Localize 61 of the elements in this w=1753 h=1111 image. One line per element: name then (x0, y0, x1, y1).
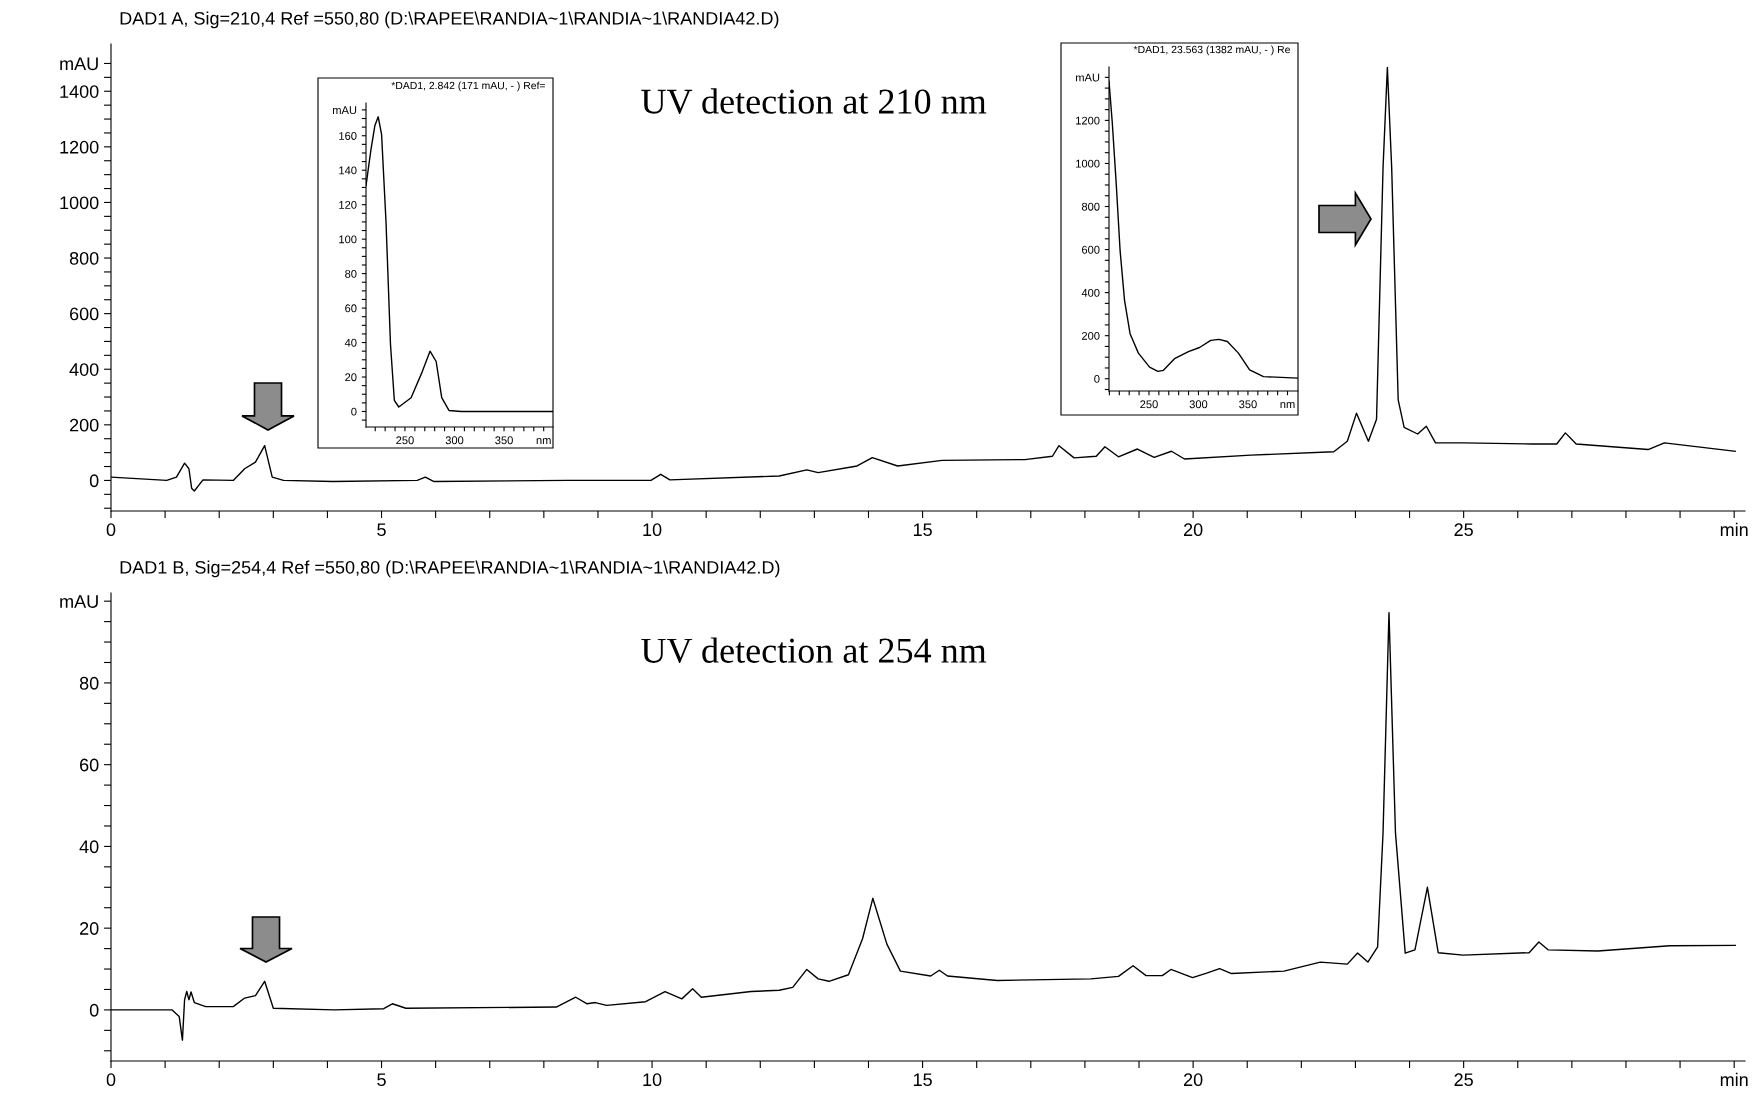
y-tick-label: 80 (79, 676, 99, 690)
y-tick-label: 1000 (1076, 159, 1100, 168)
y-tick-label: 200 (69, 418, 99, 432)
y-tick-label: 40 (344, 338, 357, 347)
y-tick-label: 0 (351, 407, 357, 416)
y-tick-label: 800 (69, 251, 99, 265)
y-tick-label: 60 (80, 758, 99, 772)
x-tick-label: 350 (495, 436, 513, 445)
annotation: UV detection at 254 nm (641, 637, 987, 664)
x-tick-label: 350 (1239, 400, 1257, 409)
x-tick-label: 5 (377, 523, 386, 537)
y-tick-label: 100 (339, 235, 357, 244)
y-tick-label: mAU (60, 57, 98, 71)
chart-title: *DAD1, 2.842 (171 mAU, - ) Ref= (391, 81, 546, 92)
y-tick-label: 400 (69, 363, 99, 376)
y-tick-label: 800 (1081, 202, 1100, 211)
x-tick-label: min (1720, 1072, 1748, 1086)
x-tick-label: 25 (1454, 1073, 1473, 1087)
x-tick-label: 15 (913, 523, 932, 537)
x-tick-label: 20 (1183, 1073, 1203, 1087)
y-tick-label: 400 (1081, 288, 1100, 297)
chart-title: DAD1 A, Sig=210,4 Ref =550,80 (D:\RAPEE\RANDIA~1\RANDIA~1\RANDIA42.D) (120, 11, 779, 29)
x-tick-label: 10 (643, 1073, 662, 1087)
y-tick-label: mAU (1076, 73, 1100, 82)
annotation: UV detection at 210 nm (641, 88, 987, 114)
y-tick-label: 0 (89, 474, 99, 488)
x-tick-label: nm (536, 438, 551, 445)
y-tick-label: 160 (339, 132, 357, 140)
y-tick-label: 20 (80, 922, 99, 935)
y-tick-label: 200 (1081, 331, 1100, 340)
y-tick-label: 20 (345, 373, 357, 382)
y-tick-label: 140 (339, 166, 357, 175)
y-tick-label: 600 (1082, 245, 1100, 254)
x-tick-label: min (1720, 522, 1748, 536)
y-tick-label: 40 (79, 840, 99, 854)
x-tick-label: 250 (396, 436, 414, 445)
y-tick-label: 1400 (60, 85, 99, 98)
x-tick-label: 0 (106, 523, 116, 537)
y-tick-label: 0 (1094, 375, 1100, 383)
x-tick-label: 0 (106, 1073, 116, 1087)
x-tick-label: 15 (913, 1073, 932, 1087)
y-tick-label: 120 (339, 200, 357, 209)
x-tick-label: 300 (445, 436, 464, 445)
x-tick-label: nm (1280, 402, 1295, 409)
x-tick-label: 20 (1183, 523, 1203, 537)
y-tick-label: mAU (333, 106, 357, 115)
chart-title: DAD1 B, Sig=254,4 Ref =550,80 (D:\RAPEE\RANDIA~1\RANDIA~1\RANDIA42.D) (120, 560, 780, 578)
y-tick-label: 60 (345, 304, 357, 313)
x-tick-label: 300 (1189, 400, 1208, 409)
chart-title: *DAD1, 23.563 (1382 mAU, - ) Re (1133, 45, 1290, 56)
y-tick-label: 1000 (60, 196, 99, 210)
y-tick-label: 80 (345, 269, 357, 278)
x-tick-label: 250 (1140, 400, 1158, 409)
y-tick-label: 600 (69, 307, 99, 321)
y-tick-label: 1200 (60, 140, 99, 154)
y-tick-label: 0 (89, 1003, 99, 1017)
x-tick-label: 5 (377, 1073, 386, 1087)
x-tick-label: 25 (1454, 523, 1473, 537)
y-tick-label: 1200 (1076, 116, 1100, 125)
x-tick-label: 10 (643, 523, 662, 537)
y-tick-label: mAU (60, 595, 98, 608)
